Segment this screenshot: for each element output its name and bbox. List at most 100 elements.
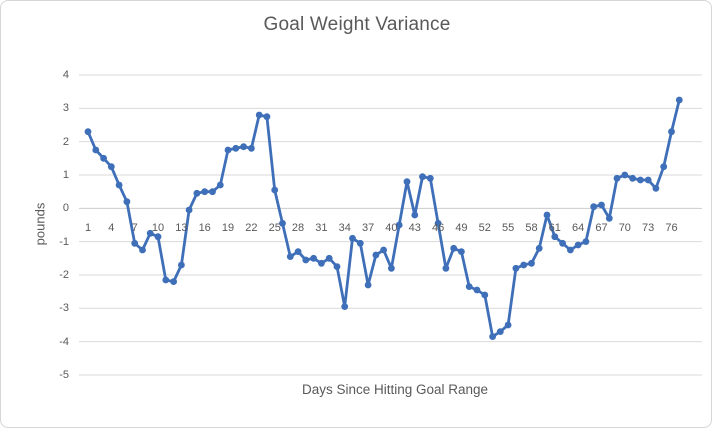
data-point	[652, 184, 660, 192]
data-point	[92, 146, 100, 154]
data-point	[660, 163, 668, 171]
data-point	[520, 261, 528, 269]
data-point	[637, 176, 644, 184]
data-point	[411, 211, 419, 219]
data-point	[598, 201, 605, 209]
data-point	[115, 181, 123, 189]
data-point	[356, 239, 364, 247]
data-point	[325, 254, 333, 262]
x-tick-label: 13	[175, 222, 188, 234]
data-point	[496, 328, 504, 335]
x-tick-label: 19	[221, 222, 235, 234]
data-point	[605, 214, 613, 222]
x-tick-label: 34	[338, 222, 351, 234]
data-point	[349, 234, 356, 242]
data-point	[535, 244, 543, 252]
data-point	[380, 246, 387, 254]
data-point	[458, 248, 465, 256]
data-point	[473, 286, 481, 294]
y-tick-label: 4	[62, 69, 69, 81]
data-point	[240, 143, 248, 151]
data-point	[310, 254, 317, 262]
x-tick-label: 7	[131, 222, 138, 234]
y-tick-label: 1	[62, 168, 69, 181]
data-point	[248, 144, 255, 152]
y-tick-label: -2	[59, 268, 69, 281]
x-tick-label: 4	[108, 222, 115, 234]
data-point	[675, 96, 683, 104]
data-point	[644, 176, 652, 184]
data-point	[621, 171, 629, 179]
x-tick-label: 58	[525, 222, 538, 234]
y-tick-label: 3	[62, 102, 69, 115]
data-point	[209, 188, 216, 196]
data-point	[489, 333, 496, 340]
y-tick-label: -3	[59, 302, 69, 315]
x-tick-label: 70	[618, 222, 631, 234]
data-point	[582, 238, 590, 246]
x-tick-label: 55	[501, 222, 515, 234]
data-point	[668, 128, 675, 136]
x-tick-label: 1	[84, 222, 92, 234]
y-tick-label: -4	[59, 335, 69, 348]
data-point	[302, 256, 310, 264]
data-point	[512, 264, 520, 272]
data-point	[590, 203, 598, 211]
data-point	[170, 278, 178, 285]
y-tick-label: -5	[59, 368, 69, 381]
data-point	[318, 259, 325, 267]
data-point	[419, 173, 426, 181]
data-point	[193, 189, 201, 197]
y-tick-label: 2	[62, 135, 69, 148]
data-point	[426, 174, 434, 182]
data-point	[395, 221, 403, 229]
series-line	[86, 98, 681, 339]
data-point	[178, 261, 185, 269]
data-point	[294, 248, 302, 256]
data-point	[100, 154, 107, 162]
x-tick-label: 40	[385, 222, 398, 234]
x-axis-title: Days Since Hitting Goal Range	[301, 382, 489, 397]
data-point	[450, 244, 458, 252]
data-point	[481, 291, 489, 299]
data-point	[216, 181, 224, 189]
data-point	[333, 263, 341, 270]
x-tick-label: 49	[455, 222, 468, 234]
x-tick-label: 22	[245, 222, 258, 234]
data-point	[504, 321, 512, 329]
x-tick-label: 25	[268, 222, 281, 234]
data-point	[341, 303, 349, 310]
x-tick-label: 16	[198, 222, 211, 234]
data-point	[286, 253, 294, 260]
x-tick-label: 28	[291, 222, 305, 234]
x-tick-label: 37	[361, 222, 375, 234]
x-tick-label: 67	[595, 222, 608, 234]
data-point	[224, 146, 232, 154]
data-point	[232, 144, 240, 152]
x-tick-label: 52	[478, 222, 491, 234]
y-tick-label: 0	[62, 202, 69, 215]
data-point	[255, 111, 263, 119]
data-point	[388, 264, 395, 272]
data-point	[442, 264, 450, 272]
data-point	[107, 163, 115, 171]
data-point	[372, 251, 380, 259]
data-point	[263, 113, 271, 121]
x-tick-label: 73	[642, 222, 655, 234]
data-point	[123, 198, 131, 206]
data-point	[271, 186, 279, 194]
data-point	[559, 239, 566, 247]
data-point	[403, 178, 411, 186]
data-point	[154, 233, 162, 241]
data-point	[162, 276, 170, 284]
data-point	[629, 174, 636, 182]
x-tick-label: 46	[431, 222, 445, 234]
data-point	[364, 281, 372, 289]
x-tick-label: 64	[572, 222, 585, 234]
data-point	[465, 283, 473, 290]
x-tick-label: 61	[548, 222, 561, 234]
data-point	[84, 128, 92, 136]
data-point	[528, 259, 535, 267]
